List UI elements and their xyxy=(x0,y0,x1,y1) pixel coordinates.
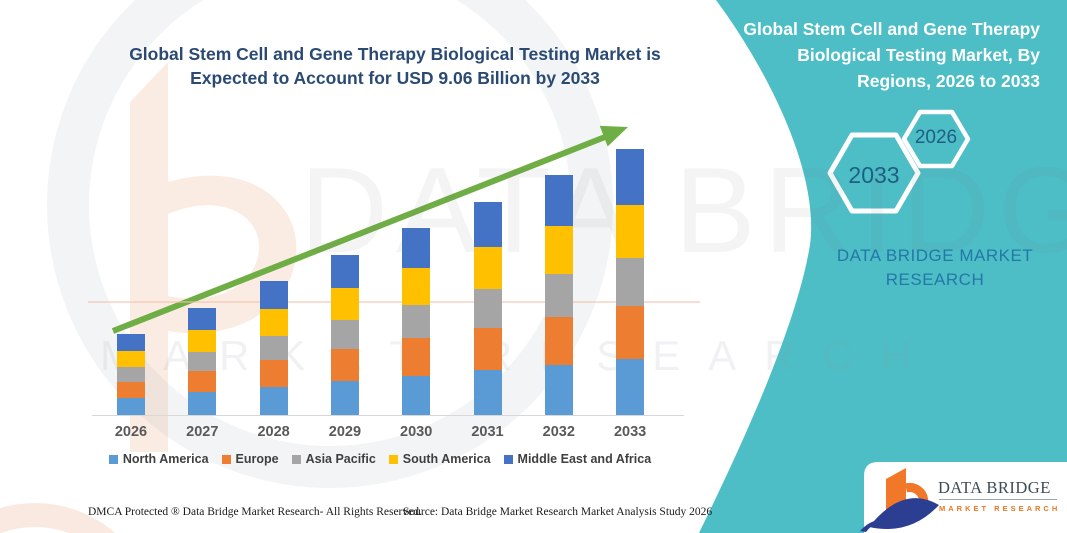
bar-segment-2030-north-america xyxy=(402,375,431,415)
bar-segment-2032-north-america xyxy=(544,364,573,415)
bar-segment-2033-south-america xyxy=(616,205,645,259)
legend-item-south-america: South America xyxy=(388,452,491,466)
legend-swatch xyxy=(388,454,398,464)
bar-segment-2028-europe xyxy=(259,360,288,387)
x-axis-label-2032: 2032 xyxy=(542,424,575,440)
bar-segment-2028-north-america xyxy=(259,386,288,415)
peach-corner-arc xyxy=(0,503,116,533)
bar-segment-2033-asia-pacific xyxy=(616,258,645,307)
bar-segment-2030-asia-pacific xyxy=(402,304,431,339)
x-axis-label-2027: 2027 xyxy=(186,424,219,440)
legend-swatch xyxy=(503,454,513,464)
side-panel-brand-text: DATA BRIDGE MARKET RESEARCH xyxy=(795,244,1067,292)
x-axis-label-2033: 2033 xyxy=(613,424,647,440)
bar-segment-2028-middle-east-and-africa xyxy=(259,281,288,310)
bar-segment-2029-middle-east-and-africa xyxy=(330,254,359,289)
bar-segment-2027-middle-east-and-africa xyxy=(188,307,217,331)
legend-swatch xyxy=(291,454,301,464)
x-axis-label-2031: 2031 xyxy=(471,424,504,440)
trend-arrow xyxy=(111,125,628,334)
bar-segment-2029-south-america xyxy=(330,288,359,321)
legend-swatch xyxy=(108,454,118,464)
hexagon-2026 xyxy=(901,109,971,169)
hexagon-2033 xyxy=(827,132,921,214)
bar-segment-2032-asia-pacific xyxy=(544,273,573,317)
legend-label: South America xyxy=(402,452,491,466)
data-bridge-logo-icon xyxy=(860,468,939,532)
bar-segment-2030-europe xyxy=(402,338,431,376)
legend-label: Middle East and Africa xyxy=(517,452,652,466)
bar-segment-2028-asia-pacific xyxy=(259,336,288,361)
bar-segment-2029-asia-pacific xyxy=(330,320,359,350)
bar-segment-2029-north-america xyxy=(330,381,359,415)
side-panel-shape xyxy=(699,0,1067,533)
source-footer-text: Source: Data Bridge Market Research Mark… xyxy=(403,506,713,518)
bar-segment-2030-middle-east-and-africa xyxy=(402,228,431,268)
chart-title: Global Stem Cell and Gene Therapy Biolog… xyxy=(120,42,670,90)
dmca-footer-text: DMCA Protected ® Data Bridge Market Rese… xyxy=(88,506,422,518)
legend-item-asia-pacific: Asia Pacific xyxy=(291,452,376,466)
bar-segment-2032-europe xyxy=(544,316,573,365)
watermark-market-research-text: MARKET RESEARCH xyxy=(100,332,940,379)
bar-segment-2031-europe xyxy=(473,327,502,371)
legend-item-europe: Europe xyxy=(221,452,279,466)
logo-divider xyxy=(939,499,1057,500)
chart-title-line1: Global Stem Cell and Gene Therapy Biolog… xyxy=(129,44,661,64)
side-panel-brand-line1: DATA BRIDGE MARKET xyxy=(836,246,1034,265)
bar-segment-2026-north-america xyxy=(117,397,145,415)
logo-wordmark: DATA BRIDGE xyxy=(938,478,1051,497)
bar-segment-2031-south-america xyxy=(473,246,502,290)
hexagon-label-2026: 2026 xyxy=(914,127,958,148)
x-axis-label-2026: 2026 xyxy=(114,424,148,440)
bar-segment-2026-south-america xyxy=(117,350,145,368)
hexagon-label-2033: 2033 xyxy=(848,162,900,188)
legend-label: Asia Pacific xyxy=(305,452,376,466)
legend-item-north-america: North America xyxy=(108,452,209,466)
bar-segment-2031-middle-east-and-africa xyxy=(473,201,502,247)
bar-segment-2026-europe xyxy=(117,381,145,398)
bar-segment-2027-asia-pacific xyxy=(188,351,217,371)
bar-segment-2032-south-america xyxy=(544,225,573,274)
bar-segment-2027-north-america xyxy=(188,392,217,415)
bar-segment-2026-asia-pacific xyxy=(117,367,145,382)
bar-segment-2033-north-america xyxy=(616,359,645,415)
bar-segment-2033-middle-east-and-africa xyxy=(616,149,645,206)
gray-swoosh-watermark xyxy=(47,0,613,488)
bar-segment-2030-south-america xyxy=(402,267,431,305)
legend-item-middle-east-and-africa: Middle East and Africa xyxy=(503,452,652,466)
bar-segment-2029-europe xyxy=(330,349,359,382)
side-panel-title: Global Stem Cell and Gene Therapy Biolog… xyxy=(718,16,1040,94)
bar-segment-2031-north-america xyxy=(473,370,502,415)
bar-segment-2027-europe xyxy=(188,370,217,393)
legend-label: Europe xyxy=(235,452,279,466)
bar-segment-2031-asia-pacific xyxy=(473,289,502,328)
side-panel-brand-line2: RESEARCH xyxy=(885,270,985,289)
watermark-underline xyxy=(88,301,700,303)
legend-label: North America xyxy=(122,452,209,466)
chart-legend: North America Europe Asia Pacific South Ame… xyxy=(60,452,700,466)
x-axis-label-2028: 2028 xyxy=(257,424,290,440)
x-axis-label-2029: 2029 xyxy=(328,424,362,440)
bar-segment-2032-middle-east-and-africa xyxy=(544,175,573,226)
side-panel-title-line3: Regions, 2026 to 2033 xyxy=(857,71,1040,91)
chart-title-line2: Expected to Account for USD 9.06 Billion… xyxy=(190,68,600,88)
side-panel-title-line2: Biological Testing Market, By xyxy=(797,45,1040,65)
bar-segment-2027-south-america xyxy=(188,330,217,352)
bar-segment-2026-middle-east-and-africa xyxy=(117,333,145,351)
legend-swatch xyxy=(221,454,231,464)
bar-segment-2028-south-america xyxy=(259,309,288,336)
x-axis-label-2030: 2030 xyxy=(400,424,433,440)
logo-tagline: MARKET RESEARCH xyxy=(939,504,1061,513)
bar-segment-2033-europe xyxy=(616,306,645,360)
side-panel-title-line1: Global Stem Cell and Gene Therapy xyxy=(743,19,1040,39)
x-axis-line xyxy=(92,415,684,416)
